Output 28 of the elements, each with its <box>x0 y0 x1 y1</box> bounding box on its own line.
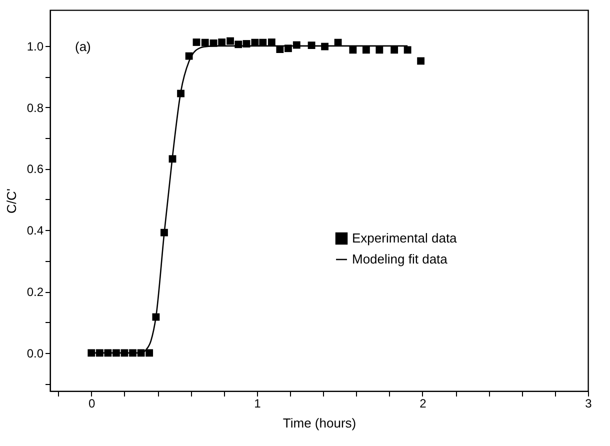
point <box>192 38 200 46</box>
point <box>201 38 209 46</box>
point <box>88 349 96 357</box>
legend-label: Modeling fit data <box>352 252 448 266</box>
y-tick-label: 0.4 <box>26 224 44 238</box>
x-tick-label: 2 <box>420 396 427 410</box>
point <box>218 38 226 46</box>
point <box>146 349 154 357</box>
y-axis-title: C/C' <box>4 188 19 214</box>
point <box>268 38 276 46</box>
x-tick-label: 1 <box>254 396 262 410</box>
point <box>362 46 370 54</box>
x-axis-title: Time (hours) <box>282 416 356 430</box>
x-tick-label: 0 <box>88 396 96 410</box>
y-tick-label: 0.8 <box>26 100 44 115</box>
point <box>390 46 398 54</box>
y-tick-label: 0.6 <box>26 162 44 176</box>
y-tick-label: 0.0 <box>26 346 44 360</box>
point <box>417 57 425 65</box>
point <box>404 46 412 54</box>
x-tick-label: 3 <box>585 396 592 410</box>
point <box>349 46 357 54</box>
annotation: (a) <box>75 39 91 54</box>
y-tick-label: 1.0 <box>26 39 44 54</box>
legend-label: Experimental data <box>352 230 458 246</box>
point <box>226 37 234 45</box>
point <box>376 46 384 54</box>
y-tick-label: 0.2 <box>26 285 44 300</box>
